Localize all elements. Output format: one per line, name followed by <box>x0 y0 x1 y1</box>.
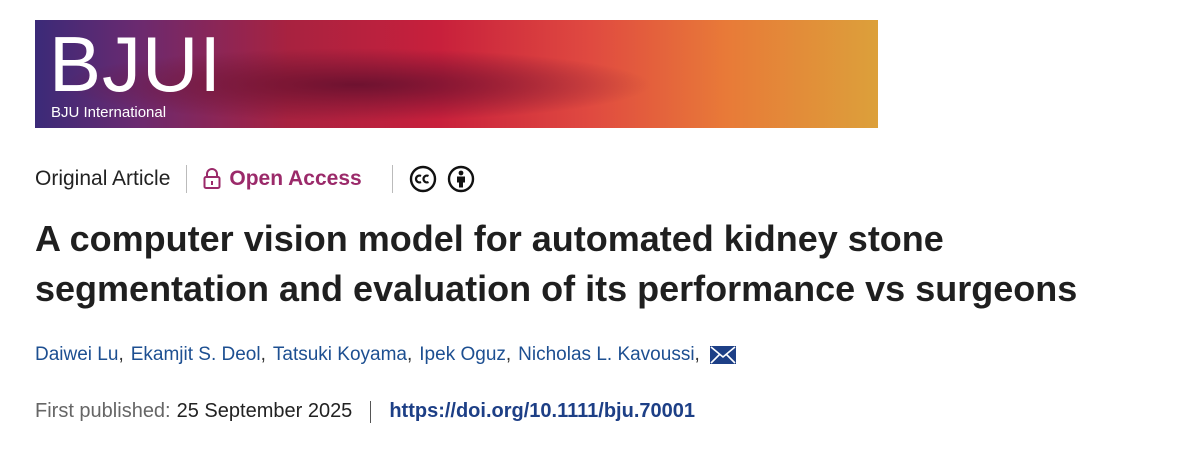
author[interactable]: Tatsuki Koyama <box>273 344 419 366</box>
open-access[interactable]: Open Access <box>229 167 362 190</box>
author[interactable]: Ipek Oguz <box>419 344 518 366</box>
by-icon[interactable] <box>447 165 475 193</box>
logo: BJUI <box>49 20 223 108</box>
publication-info: First published: 25 September 2025 https… <box>35 400 695 423</box>
published-date: 25 September 2025 <box>176 400 353 422</box>
email-icon[interactable] <box>709 346 736 364</box>
author[interactable]: Nicholas L. Kavoussi <box>518 344 707 366</box>
lock-icon <box>203 168 221 189</box>
journal-name: BJU International <box>51 104 167 121</box>
authors: Daiwei LuEkamjit S. DeolTatsuki KoyamaIp… <box>35 344 736 366</box>
article-meta: Original Article Open Access <box>35 163 475 195</box>
separator <box>391 165 393 193</box>
separator <box>186 165 188 193</box>
article-type: Original Article <box>35 167 171 190</box>
author[interactable]: Ekamjit S. Deol <box>131 344 273 366</box>
article-title: segmentation and evaluation of its perfo… <box>35 268 1078 309</box>
journal-banner[interactable]: BJUI BJU International <box>35 20 878 128</box>
separator <box>370 400 372 423</box>
article-title: A computer vision model for automated ki… <box>35 218 944 259</box>
author[interactable]: Daiwei Lu <box>35 344 131 366</box>
cc-icon[interactable] <box>409 165 437 193</box>
doi-link[interactable]: https://doi.org/10.1111/bju.70001 <box>389 400 695 422</box>
published-label: First published: <box>35 400 171 422</box>
